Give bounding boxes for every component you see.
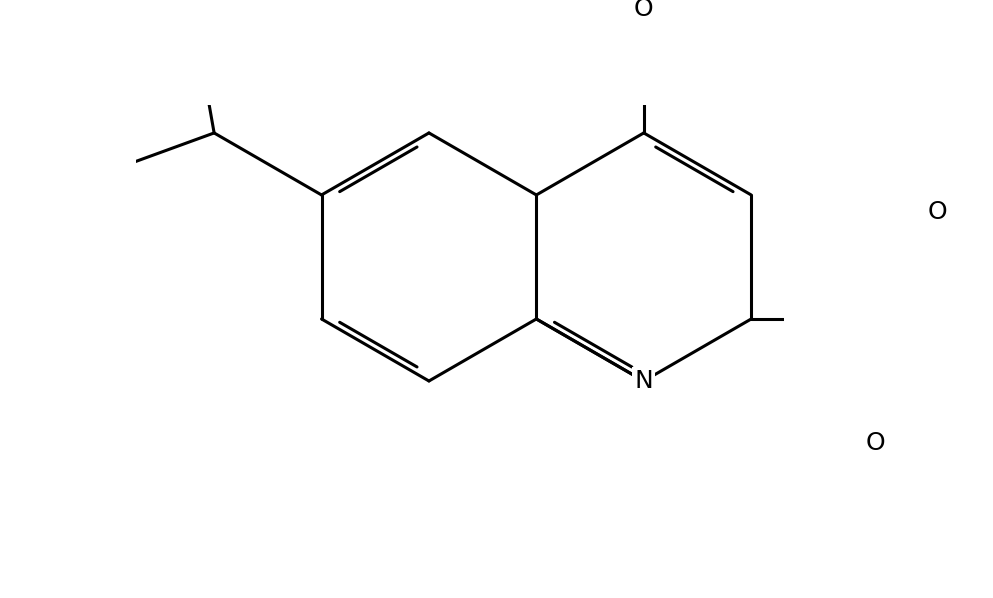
Text: O: O xyxy=(927,200,947,224)
Text: O: O xyxy=(865,431,885,455)
Text: O: O xyxy=(634,0,653,21)
Text: N: N xyxy=(635,369,653,393)
